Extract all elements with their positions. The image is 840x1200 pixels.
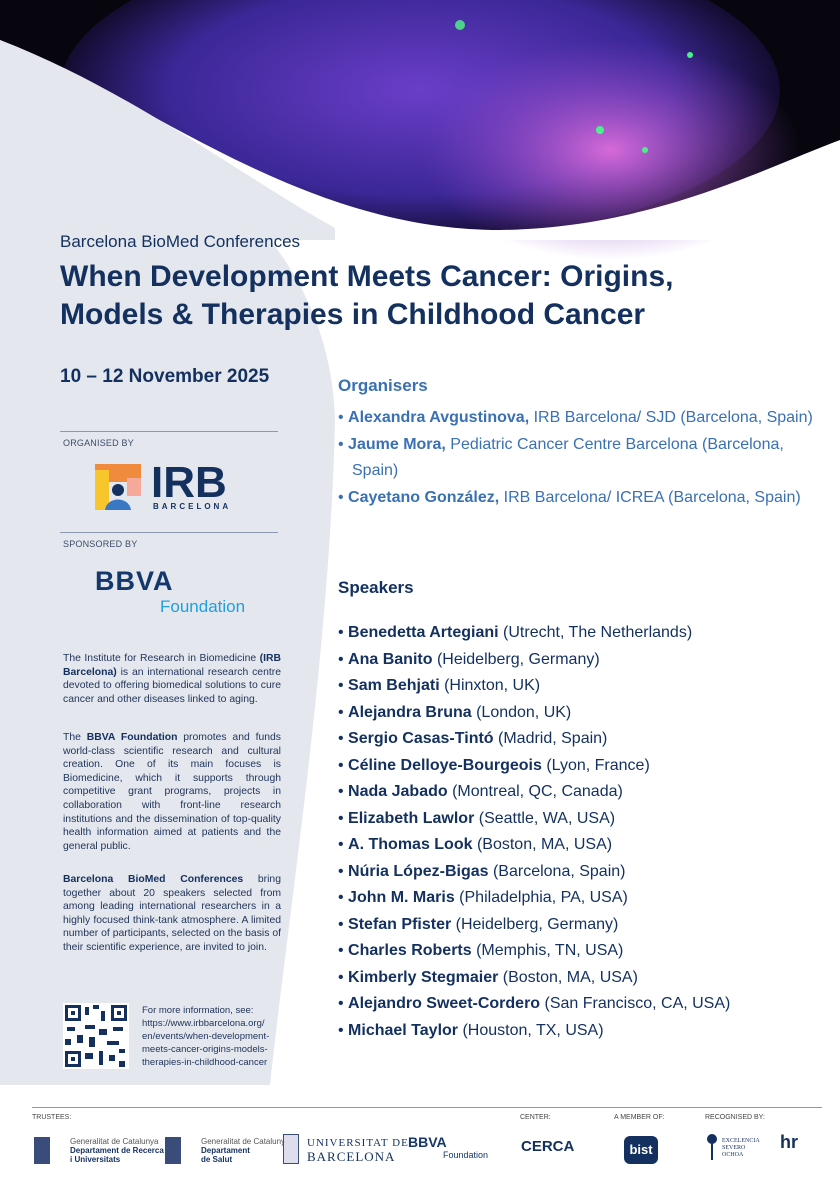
member-label: A MEMBER OF: bbox=[614, 1114, 665, 1121]
organiser-item: • Alexandra Avgustinova, IRB Barcelona/ … bbox=[338, 409, 813, 426]
event-url[interactable]: https://www.irbbarcelona.org/en/events/w… bbox=[142, 1018, 270, 1068]
irb-subtitle: BARCELONA bbox=[153, 502, 232, 511]
ub-logo: UNIVERSITAT DE BARCELONA bbox=[307, 1137, 409, 1164]
speaker-item: • Elizabeth Lawlor (Seattle, WA, USA) bbox=[338, 809, 616, 827]
conference-description: Barcelona BioMed Conferences bring toget… bbox=[63, 874, 281, 953]
more-info-label: For more information, see: bbox=[142, 1005, 254, 1016]
more-info: For more information, see: https://www.i… bbox=[142, 1004, 269, 1069]
speaker-item: • Ana Banito (Heidelberg, Germany) bbox=[338, 650, 600, 668]
divider bbox=[60, 532, 278, 533]
speaker-item: • A. Thomas Look (Boston, MA, USA) bbox=[338, 836, 613, 853]
speaker-item: • Alejandro Sweet-Cordero (San Francisco… bbox=[338, 995, 731, 1012]
speakers-list: • Benedetta Artegiani (Utrecht, The Neth… bbox=[338, 620, 730, 1044]
bbva-foundation: Foundation bbox=[160, 597, 246, 616]
speaker-item: • John M. Maris (Philadelphia, PA, USA) bbox=[338, 889, 628, 906]
organisers-heading: Organisers bbox=[338, 376, 428, 395]
page-title: When Development Meets Cancer: Origins, M… bbox=[60, 258, 820, 334]
organisers-list: • Alexandra Avgustinova, IRB Barcelona/ … bbox=[338, 405, 818, 511]
qr-code[interactable] bbox=[63, 1003, 129, 1069]
speaker-item: • Kimberly Stegmaier (Boston, MA, USA) bbox=[338, 968, 638, 986]
center-label: CENTER: bbox=[520, 1114, 551, 1121]
bbva-description: The BBVA Foundation promotes and funds w… bbox=[63, 732, 282, 852]
divider bbox=[60, 431, 278, 432]
speaker-item: • Alejandra Bruna (London, UK) bbox=[338, 703, 572, 721]
cerca-logo: CERCA bbox=[521, 1138, 575, 1155]
irb-wordmark: IRB bbox=[151, 458, 227, 507]
organiser-item: • Cayetano González, IRB Barcelona/ ICRE… bbox=[338, 488, 801, 506]
speaker-item: • Céline Delloye-Bourgeois (Lyon, France… bbox=[338, 756, 650, 774]
severo-ochoa-icon bbox=[707, 1134, 717, 1162]
speaker-item: • Nada Jabado (Montreal, QC, Canada) bbox=[338, 783, 623, 800]
speaker-item: • Charles Roberts (Memphis, TN, USA) bbox=[338, 942, 624, 959]
bbva-logo: BBVA bbox=[95, 566, 174, 596]
severo-ochoa-logo: EXCELENCIA SEVERO OCHOA bbox=[722, 1138, 760, 1158]
ub-crest-icon bbox=[283, 1134, 299, 1164]
speaker-item: • Stefan Pfister (Heidelberg, Germany) bbox=[338, 915, 619, 933]
title-line: When Development Meets Cancer: Origins, bbox=[60, 260, 674, 293]
generalitat-recerca-logo: Generalitat de Catalunya Departament de R… bbox=[34, 1137, 164, 1164]
title-line: Models & Therapies in Childhood Cancer bbox=[60, 298, 646, 331]
irb-logo-mark bbox=[95, 464, 141, 510]
irb-logo: IRB BARCELONA bbox=[95, 458, 255, 512]
speaker-item: • Benedetta Artegiani (Utrecht, The Neth… bbox=[338, 624, 693, 641]
trustees-label: TRUSTEES: bbox=[32, 1114, 72, 1121]
hr-excellence-logo: hr bbox=[780, 1132, 798, 1152]
organised-by-label: ORGANISED BY bbox=[63, 438, 134, 448]
footer-divider bbox=[32, 1107, 822, 1108]
recognised-label: RECOGNISED BY: bbox=[705, 1114, 765, 1121]
speaker-item: • Michael Taylor (Houston, TX, USA) bbox=[338, 1021, 604, 1039]
speaker-item: • Núria López-Bigas (Barcelona, Spain) bbox=[338, 862, 626, 880]
sponsored-by-label: SPONSORED BY bbox=[63, 539, 138, 549]
generalitat-salut-logo: Generalitat de Catalunya Departament de Sa… bbox=[165, 1137, 290, 1164]
bbva-footer-logo: BBVA bbox=[408, 1134, 447, 1150]
event-dates: 10 – 12 November 2025 bbox=[60, 366, 270, 387]
irb-description: The Institute for Research in Biomedicin… bbox=[63, 653, 281, 705]
speakers-heading: Speakers bbox=[338, 578, 414, 597]
speaker-item: • Sergio Casas-Tintó (Madrid, Spain) bbox=[338, 730, 608, 747]
bist-logo: bist bbox=[624, 1136, 658, 1164]
organiser-item: • Jaume Mora, Pediatric Cancer Centre Ba… bbox=[338, 435, 784, 480]
conference-series: Barcelona BioMed Conferences bbox=[60, 232, 301, 251]
bbva-footer-foundation: Foundation bbox=[443, 1150, 489, 1160]
speaker-item: • Sam Behjati (Hinxton, UK) bbox=[338, 677, 541, 694]
